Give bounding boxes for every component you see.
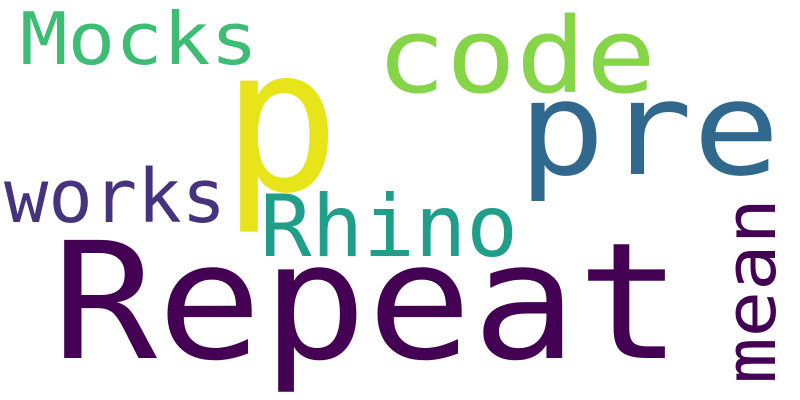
word-repeat: Repeat <box>52 209 682 397</box>
word-pre: pre <box>518 53 780 205</box>
word-works: works <box>4 154 226 240</box>
word-p: p <box>222 5 340 238</box>
word-mocks: Mocks <box>20 0 258 81</box>
word-mean: mean <box>710 198 792 384</box>
word-code: code <box>376 0 656 117</box>
word-rhino: Rhino <box>260 177 518 277</box>
